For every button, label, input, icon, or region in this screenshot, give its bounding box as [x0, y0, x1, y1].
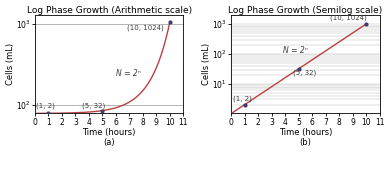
Text: (1, 2): (1, 2) — [35, 102, 55, 109]
Text: (b): (b) — [300, 138, 312, 147]
Text: (10, 1024): (10, 1024) — [330, 15, 367, 21]
Text: (5, 32): (5, 32) — [82, 102, 105, 109]
Text: (a): (a) — [103, 138, 115, 147]
Text: (10, 1024): (10, 1024) — [127, 25, 163, 31]
Y-axis label: Cells (mL): Cells (mL) — [5, 43, 14, 86]
Title: Log Phase Growth (Arithmetic scale): Log Phase Growth (Arithmetic scale) — [27, 6, 191, 15]
Y-axis label: Cells (mL): Cells (mL) — [202, 43, 211, 86]
Text: (5, 32): (5, 32) — [292, 70, 316, 76]
Text: N = 2ⁿ: N = 2ⁿ — [116, 69, 141, 78]
Text: N = 2ⁿ: N = 2ⁿ — [283, 46, 307, 55]
X-axis label: Time (hours): Time (hours) — [279, 128, 332, 137]
Text: (1, 2): (1, 2) — [233, 95, 252, 102]
X-axis label: Time (hours): Time (hours) — [82, 128, 136, 137]
Title: Log Phase Growth (Semilog scale): Log Phase Growth (Semilog scale) — [229, 6, 383, 15]
